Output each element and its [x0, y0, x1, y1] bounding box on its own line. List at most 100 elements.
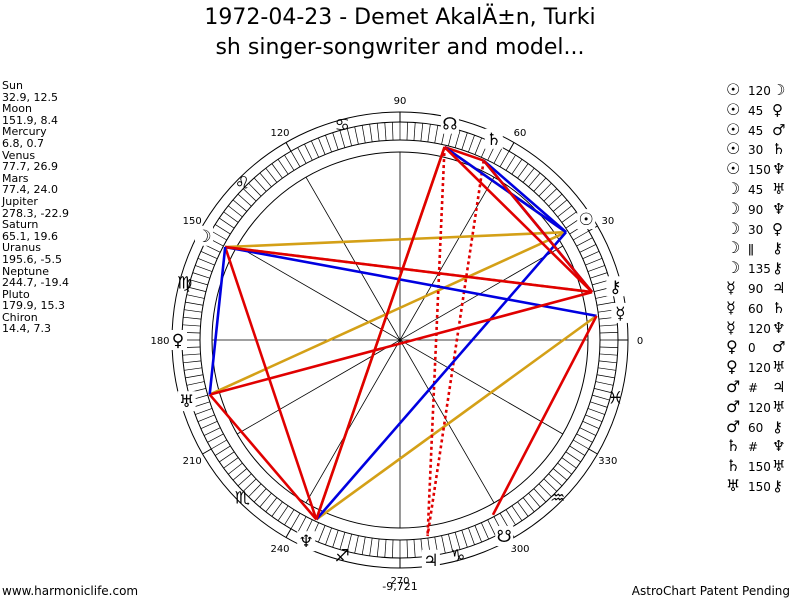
planet-glyph-icon: ☽: [196, 227, 211, 247]
planet-position-list: Sun 32.9, 12.5 Moon 151.9, 8.4 Mercury 6.8, 0…: [2, 80, 69, 335]
planet-name: Venus: [2, 148, 36, 162]
planet-glyph-bg: [421, 549, 440, 570]
aspect-planet-1-glyph: ☽: [726, 218, 741, 238]
patent-notice: AstroChart Patent Pending: [631, 584, 790, 598]
degree-tick: [590, 401, 608, 408]
planet-glyph-icon: ♅: [179, 392, 194, 412]
aspect-angle: 45: [748, 103, 764, 118]
degree-tick: [543, 188, 558, 202]
degree-tick: [361, 536, 366, 555]
bottom-value: -9,721: [382, 580, 417, 593]
degree-tick: [528, 172, 541, 188]
degree-tick: [517, 163, 529, 179]
degree-tick: [454, 130, 461, 148]
degree-tick: [311, 140, 319, 158]
degree-tick: [297, 147, 307, 164]
planet-coords: 65.1, 19.6: [2, 229, 58, 243]
aspect-planet-2-glyph: ♆: [772, 318, 786, 337]
degree-tick: [183, 360, 202, 364]
aspect-angle: 30: [748, 222, 764, 237]
degree-tick: [505, 154, 516, 171]
degree-tick: [585, 258, 603, 266]
degree-tick: [203, 427, 221, 436]
aspect-row: ♅ 150⚷: [726, 476, 785, 496]
degree-tick: [585, 414, 603, 422]
aspect-angle: 150: [748, 479, 771, 494]
aspect-planet-2-glyph: ♅: [772, 397, 786, 416]
degree-tick: [499, 151, 510, 167]
degree-tick: [376, 123, 380, 142]
aspect-angle: 30: [748, 143, 764, 158]
degree-tick: [354, 535, 359, 554]
aspect-angle: 120: [748, 84, 771, 98]
aspect-planet-1-glyph: ☿: [726, 277, 736, 297]
degree-tick: [242, 188, 257, 202]
aspect-row: ♂ 120♅: [726, 397, 785, 417]
zodiac-sign-icon: ♍: [177, 273, 192, 293]
degree-label: 330: [598, 456, 617, 467]
aspect-row: ♄ # ♆: [726, 436, 785, 456]
degree-tick: [590, 272, 608, 279]
aspect-planet-2-glyph: ♃: [772, 377, 786, 396]
aspect-line: [225, 230, 567, 249]
degree-tick: [406, 539, 408, 558]
aspect-row: ☽ ǁ ⚷: [726, 238, 785, 258]
degree-tick: [573, 230, 589, 241]
degree-tick: [242, 478, 257, 492]
degree-tick: [290, 151, 301, 167]
degree-tick: [259, 492, 272, 508]
aspect-angle: #: [748, 440, 759, 455]
aspect-planet-1-glyph: ☉: [726, 159, 741, 179]
planet-glyph-bg: [484, 128, 503, 149]
degree-tick: [184, 367, 202, 371]
degree-tick: [576, 433, 593, 443]
planet-name: Neptune: [2, 264, 50, 278]
aspect-row: ☿ 60 ♄: [726, 298, 785, 318]
degree-tick: [392, 539, 394, 558]
degree-label: 180: [150, 336, 169, 347]
aspect-row: ☽ 30 ♀: [726, 219, 785, 239]
degree-tick: [188, 286, 207, 292]
planet-glyph-bg: [611, 302, 630, 323]
degree-label: 90: [394, 96, 407, 107]
degree-tick: [599, 346, 618, 348]
degree-label: 150: [183, 216, 202, 227]
aspect-angle: 60: [748, 420, 764, 435]
wheel-rings: [171, 111, 629, 569]
aspect-angle: 150: [748, 163, 771, 178]
aspect-planet-2-glyph: ⚷: [772, 259, 783, 278]
degree-tick: [384, 539, 387, 558]
aspect-planet-1-glyph: ☉: [726, 99, 741, 119]
planet-glyph-bg: [495, 526, 514, 547]
aspect-planet-1-glyph: ☿: [726, 317, 736, 337]
planet-name: Mercury: [2, 125, 47, 139]
degree-tick: [195, 265, 213, 272]
degree-tick: [522, 497, 535, 513]
aspect-line: [482, 159, 594, 293]
degree-tick: [548, 473, 563, 487]
degree-tick: [207, 433, 224, 443]
aspect-row: ♀ 0 ♂: [726, 337, 785, 357]
degree-tick: [346, 533, 352, 552]
degree-tick: [237, 193, 252, 207]
planet-glyph-icon: ♀: [172, 331, 184, 351]
degree-tick: [596, 301, 615, 306]
aspect-line: [224, 245, 597, 318]
zodiac-sign-icon: ♋: [335, 116, 350, 136]
degree-tick: [596, 374, 615, 379]
planet-glyph-bg: [169, 330, 187, 350]
aspect-line: [315, 146, 446, 520]
degree-tick: [598, 360, 617, 364]
website-link[interactable]: www.harmoniclife.com: [2, 584, 139, 598]
aspect-row: ☽ 90 ♆: [726, 199, 785, 219]
degree-tick: [533, 488, 547, 503]
zodiac-sign-icon: ♒: [550, 489, 565, 509]
degree-label: 210: [183, 456, 202, 467]
aspect-angle: 0: [748, 341, 756, 356]
aspect-line: [443, 146, 594, 294]
aspect-angle: 90: [748, 281, 764, 296]
degree-tick: [557, 462, 573, 475]
degree-tick: [576, 237, 593, 247]
aspect-angle: 45: [748, 123, 764, 138]
